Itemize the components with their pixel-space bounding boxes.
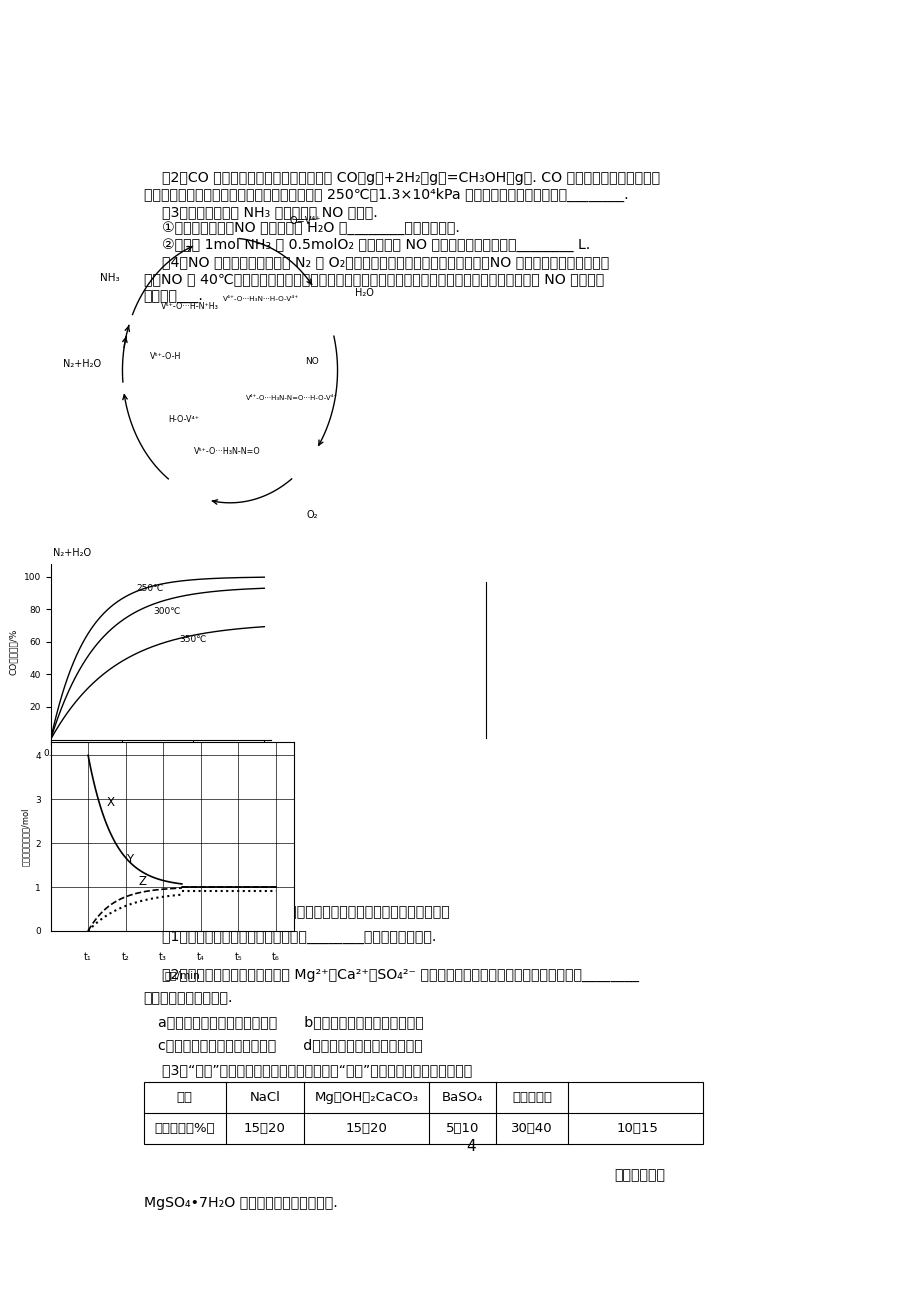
Text: 质量分数（%）: 质量分数（%） — [154, 1122, 215, 1135]
Text: 下，NO 在 40℃下分解生成两种化合物，体系中各组分物质的量随时间变化曲线如右图所示，写出 NO 分解的化: 下，NO 在 40℃下分解生成两种化合物，体系中各组分物质的量随时间变化曲线如右… — [143, 272, 603, 286]
Text: 成分: 成分 — [176, 1091, 192, 1104]
Text: 5～10: 5～10 — [446, 1122, 479, 1135]
Text: 250℃: 250℃ — [136, 585, 164, 594]
Text: 利用盐泥生产: 利用盐泥生产 — [614, 1168, 664, 1182]
Text: 300℃: 300℃ — [153, 607, 180, 616]
Text: NaCl: NaCl — [249, 1091, 280, 1104]
Text: （4）NO 直接催化分解（生成 N₂ 和 O₂）也是一种脱确途径．在不同条件下，NO 的分解产物不同．在高压: （4）NO 直接催化分解（生成 N₂ 和 O₂）也是一种脱确途径．在不同条件下，… — [143, 255, 608, 270]
Text: （填下列各项中序号）.: （填下列各项中序号）. — [143, 991, 233, 1005]
Text: 学方程式___.: 学方程式___. — [143, 289, 203, 303]
Text: 350℃: 350℃ — [178, 635, 206, 644]
Text: t₃: t₃ — [159, 952, 167, 962]
Text: BaSO₄: BaSO₄ — [441, 1091, 482, 1104]
Text: 30～40: 30～40 — [511, 1122, 552, 1135]
Text: c、氢氧化钑、碳酸钑、氯化钒      d、氯化钒、氢氧化钑、碳酸钑: c、氢氧化钑、碳酸钑、氯化钒 d、氯化钒、氢氧化钑、碳酸钑 — [158, 1039, 422, 1052]
Text: 4: 4 — [466, 1139, 476, 1154]
Text: V⁵⁺-O···H-N⁺H₃: V⁵⁺-O···H-N⁺H₃ — [161, 302, 218, 311]
Text: Mg（OH）₂CaCO₃: Mg（OH）₂CaCO₃ — [314, 1091, 418, 1104]
Text: N₂+H₂O: N₂+H₂O — [53, 548, 91, 559]
Text: N₂+H₂O: N₂+H₂O — [63, 359, 101, 368]
Text: 时间/min: 时间/min — [164, 970, 199, 980]
Y-axis label: CO的转化率/%: CO的转化率/% — [9, 629, 18, 674]
Text: Y: Y — [126, 853, 132, 866]
Text: NO: NO — [305, 357, 319, 366]
Text: H₂O: H₂O — [355, 289, 373, 298]
Text: t₁: t₁ — [85, 952, 92, 962]
Text: NH₃: NH₃ — [100, 273, 119, 283]
Text: 15～20: 15～20 — [345, 1122, 387, 1135]
Text: V⁵⁺-O···H₃N-N=O: V⁵⁺-O···H₃N-N=O — [194, 447, 261, 456]
Text: V⁵⁺-O-H: V⁵⁺-O-H — [150, 352, 181, 361]
Text: 其他不溶物: 其他不溶物 — [512, 1091, 551, 1104]
Text: 10～15: 10～15 — [616, 1122, 657, 1135]
Text: Z: Z — [139, 875, 147, 888]
Bar — [143, 1082, 702, 1143]
Text: t₄: t₄ — [197, 952, 204, 962]
Text: V⁴⁺-O···H₃N···H-O-V⁴⁺: V⁴⁺-O···H₃N···H-O-V⁴⁺ — [222, 296, 299, 302]
Text: 15～20: 15～20 — [244, 1122, 286, 1135]
Text: H-O-V⁴⁺: H-O-V⁴⁺ — [168, 414, 199, 423]
Text: t₂: t₂ — [121, 952, 130, 962]
Text: ②当消耗 1mol NH₃ 和 0.5molO₂ 时，除去的 NO 在标准状况下的体积为________ L.: ②当消耗 1mol NH₃ 和 0.5molO₂ 时，除去的 NO 在标准状况下… — [143, 237, 589, 251]
X-axis label: p/10⁴kPa: p/10⁴kPa — [140, 764, 182, 773]
Text: 11．氯碱工业是最基本的化学工业之一，它的产品应用广泛．请回答下列问题：: 11．氯碱工业是最基本的化学工业之一，它的产品应用广泛．请回答下列问题： — [143, 904, 449, 918]
Text: （1）氯碱工业是利用电解食盐水生产________为基础的工业体系.: （1）氯碱工业是利用电解食盐水生产________为基础的工业体系. — [143, 930, 436, 944]
Text: 『化学–选修 2：化学与技术』: 『化学–选修 2：化学与技术』 — [143, 887, 271, 901]
Text: ①该脱确原理中，NO 最终转化为 H₂O 和________（填化学式）.: ①该脱确原理中，NO 最终转化为 H₂O 和________（填化学式）. — [143, 221, 459, 236]
Text: t₆: t₆ — [271, 952, 279, 962]
Text: X: X — [107, 796, 115, 809]
Text: V⁴⁺-O···H₃N-N=O···H-O-V⁴⁺: V⁴⁺-O···H₃N-N=O···H-O-V⁴⁺ — [245, 395, 337, 401]
Text: （3）“盐泥”是电解食盐水过程中形成的工业“废料”．某工厂的盐泥组成如下：: （3）“盐泥”是电解食盐水过程中形成的工业“废料”．某工厂的盐泥组成如下： — [143, 1064, 471, 1078]
Text: MgSO₄•7H₂O 晶体的工艺流程如图所示.: MgSO₄•7H₂O 晶体的工艺流程如图所示. — [143, 1195, 337, 1210]
Text: a、碳酸钑、氢氧化钑、氯化钒      b、碳酸钑、氯化钒、氢氧化钑: a、碳酸钑、氢氧化钑、氯化钒 b、碳酸钑、氯化钒、氢氧化钑 — [158, 1016, 423, 1030]
Text: t₅: t₅ — [234, 952, 242, 962]
Text: O=V⁴⁺: O=V⁴⁺ — [289, 216, 321, 227]
Text: （2）电解前，为除去食盐水中的 Mg²⁺、Ca²⁺、SO₄²⁻ 等杂质离子，加入下列试剂的顺序合理的是________: （2）电解前，为除去食盐水中的 Mg²⁺、Ca²⁺、SO₄²⁻ 等杂质离子，加入… — [143, 969, 638, 982]
Y-axis label: 各组分的物质的量/mol: 各组分的物质的量/mol — [20, 807, 29, 866]
Text: （3）如图是一种用 NH₃ 脱除烟气中 NO 的原理.: （3）如图是一种用 NH₃ 脱除烟气中 NO 的原理. — [143, 206, 377, 219]
Text: 率与压强的关系如图所示．实际生产条件控制在 250℃、1.3×10⁴kPa 左右，选择此压强的理由是________.: 率与压强的关系如图所示．实际生产条件控制在 250℃、1.3×10⁴kPa 左右… — [143, 189, 628, 203]
Text: （2）CO 可用于合成甲醇，反应方程式为 CO（g）+2H₂（g）=CH₃OH（g）. CO 在不同温度下的平衡转化: （2）CO 可用于合成甲醇，反应方程式为 CO（g）+2H₂（g）=CH₃OH（… — [143, 172, 659, 185]
Text: O₂: O₂ — [306, 509, 317, 519]
